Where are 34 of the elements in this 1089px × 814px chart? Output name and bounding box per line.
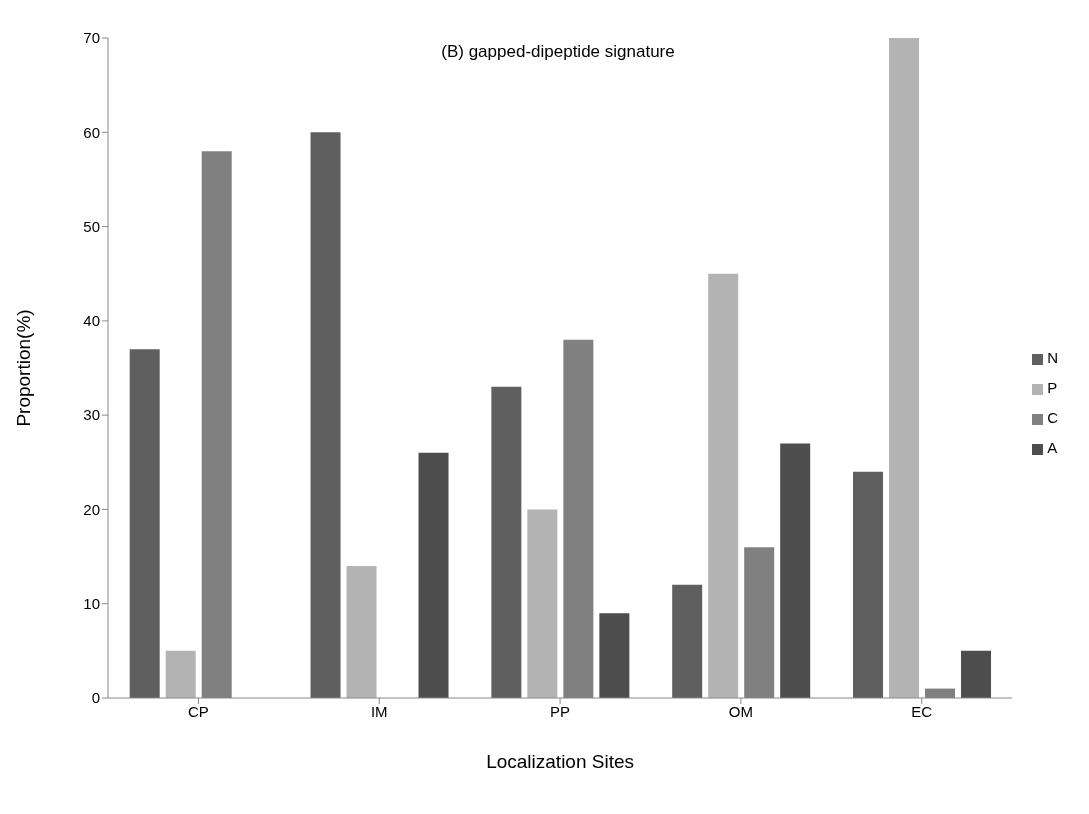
x-tick-label: EC: [911, 702, 933, 720]
y-tick-label: 70: [83, 29, 100, 47]
x-tick-label: IM: [370, 702, 388, 720]
y-tick-label: 0: [91, 689, 100, 707]
y-tick-label: 40: [83, 312, 100, 330]
chart-title: (B) gapped-dipeptide signature: [441, 42, 675, 61]
bar: [346, 566, 377, 698]
legend-label: C: [1047, 409, 1058, 426]
x-axis-title: Localization Sites: [486, 751, 635, 772]
bar: [527, 509, 558, 698]
x-tick-label: OM: [728, 702, 753, 720]
bar: [129, 349, 160, 698]
legend-label: P: [1047, 379, 1058, 396]
y-tick-label: 20: [83, 500, 100, 518]
y-tick-label: 50: [83, 217, 100, 235]
y-axis-title: Proportion(%): [12, 309, 34, 427]
x-tick-label: PP: [550, 702, 571, 720]
bar: [672, 584, 703, 698]
bar: [708, 273, 739, 698]
bar: [853, 471, 884, 698]
y-tick-label: 10: [83, 595, 100, 613]
legend-label: N: [1047, 349, 1058, 366]
bar: [491, 386, 522, 698]
bar: [889, 38, 920, 698]
legend-label: A: [1047, 439, 1058, 456]
bar: [599, 613, 630, 698]
y-tick-label: 60: [83, 123, 100, 141]
bar: [418, 452, 449, 698]
bar: [961, 650, 992, 698]
x-tick-label: CP: [187, 702, 209, 720]
bar: [310, 132, 341, 698]
y-tick-label: 30: [83, 406, 100, 424]
bar: [780, 443, 811, 698]
bar: [165, 650, 196, 698]
